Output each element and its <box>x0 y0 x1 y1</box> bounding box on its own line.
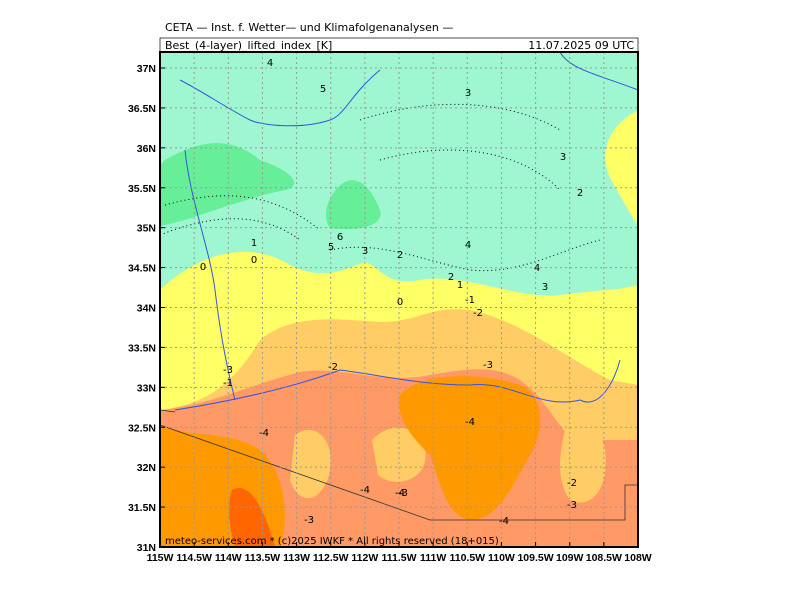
y-tick-label: 31N <box>137 542 156 554</box>
contour-label: 0 <box>397 297 403 308</box>
x-tick-label: 108W <box>624 552 652 564</box>
contour-label: -4 <box>465 417 475 428</box>
x-tick-label: 108.5W <box>586 552 622 564</box>
x-tick-label: 112.5W <box>313 552 349 564</box>
y-tick-label: 35N <box>137 223 156 235</box>
contour-label: 4 <box>267 58 273 69</box>
contour-label: 0 <box>200 262 206 273</box>
y-tick-label: 34.5N <box>128 263 156 275</box>
x-tick-label: 111.5W <box>381 552 416 564</box>
x-tick-label: 113.5W <box>245 552 281 564</box>
contour-label: -1 <box>465 295 475 306</box>
contour-label: 1 <box>457 280 463 291</box>
footer: meteo-services.com * (c)2025 IWKF * All … <box>165 536 499 547</box>
contour-label: 4 <box>465 240 471 251</box>
contour-label: -4 <box>395 488 405 499</box>
y-tick-label: 32N <box>137 462 156 474</box>
y-tick-label: 33.5N <box>128 342 156 354</box>
contour-label: 3 <box>542 282 548 293</box>
x-tick-label: 114.5W <box>176 552 212 564</box>
x-tick-label: 109W <box>556 552 584 564</box>
contour-label: -3 <box>483 360 493 371</box>
contour-label: 3 <box>465 88 471 99</box>
contour-label: 5 <box>328 242 334 253</box>
y-tick-label: 36.5N <box>128 103 156 115</box>
x-tick-label: 115W <box>147 552 174 564</box>
contour-label: 3 <box>560 152 566 163</box>
contour-label: -3 <box>398 488 408 499</box>
x-tick-label: 110W <box>488 552 515 564</box>
contour-label: -4 <box>499 516 509 527</box>
y-tick-label: 31.5N <box>128 502 156 514</box>
x-tick-label: 111W <box>420 552 446 564</box>
contour-label: 2 <box>397 250 403 261</box>
y-tick-label: 34N <box>137 303 156 315</box>
title: CETA — Inst. f. Wetter— und Klimafolgena… <box>165 21 453 34</box>
contour-label: -2 <box>328 362 338 373</box>
contour-label: 0 <box>251 255 257 266</box>
contour-label: -2 <box>473 308 483 319</box>
y-tick-label: 37N <box>137 63 156 75</box>
contour-label: 2 <box>448 272 454 283</box>
x-tick-label: 109.5W <box>517 552 553 564</box>
contour-label: -3 <box>567 500 577 511</box>
x-tick-label: 114W <box>215 552 242 564</box>
contour-label: 6 <box>337 232 343 243</box>
contour-label: -3 <box>223 365 233 376</box>
contour-label: -3 <box>304 515 314 526</box>
contour-label: -4 <box>360 485 370 496</box>
valid-time: 11.07.2025 09 UTC <box>528 39 634 52</box>
y-tick-label: 32.5N <box>128 422 156 434</box>
contour-label: -1 <box>223 378 233 389</box>
y-tick-label: 33N <box>137 382 156 394</box>
map-frame <box>159 51 639 548</box>
contour-label: -4 <box>259 428 269 439</box>
contour-label: 1 <box>251 238 257 249</box>
contour-label: 3 <box>362 246 368 257</box>
x-tick-label: 113W <box>283 552 310 564</box>
contour-label: 4 <box>534 263 540 274</box>
field-name: Best_(4-layer)_lifted_index_[K] <box>165 39 332 52</box>
contour-label: 2 <box>577 188 583 199</box>
contour-label: -2 <box>567 478 577 489</box>
x-tick-label: 110.5W <box>449 552 485 564</box>
y-tick-label: 35.5N <box>128 183 156 195</box>
contour-label: 5 <box>320 84 326 95</box>
y-tick-label: 36N <box>137 143 156 155</box>
x-tick-label: 112W <box>351 552 378 564</box>
